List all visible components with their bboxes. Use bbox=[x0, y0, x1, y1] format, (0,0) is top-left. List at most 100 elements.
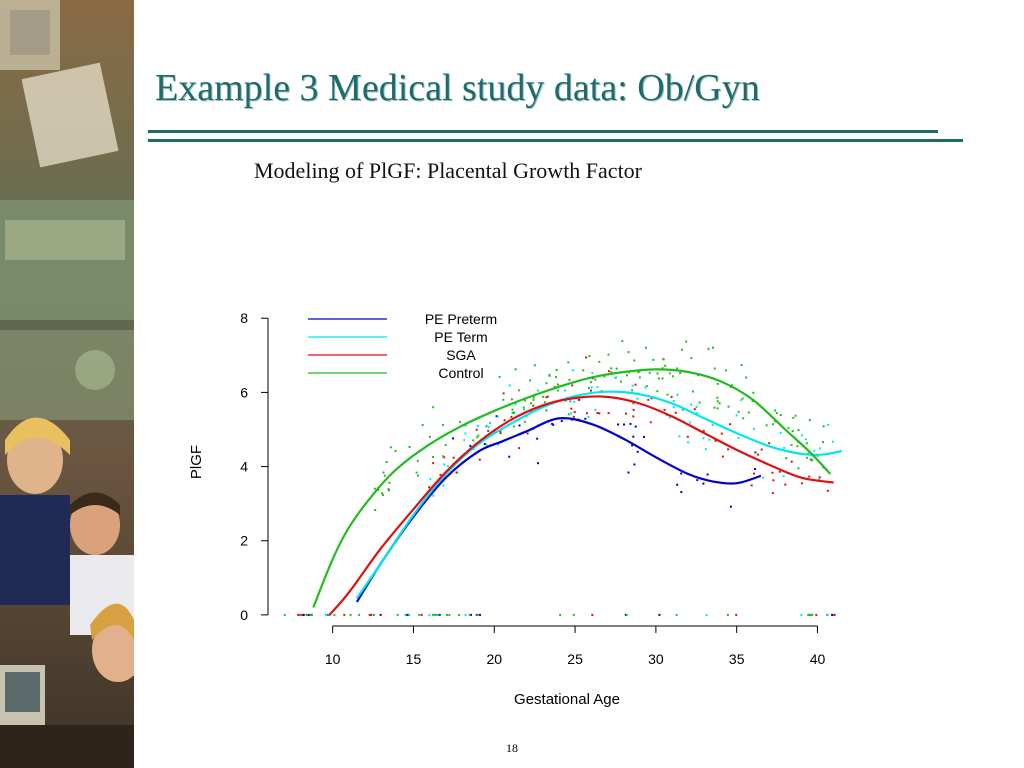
scatter-point bbox=[627, 351, 630, 354]
scatter-point bbox=[625, 613, 628, 616]
legend-label: SGA bbox=[446, 347, 476, 363]
scatter-point bbox=[676, 367, 679, 370]
scatter-point bbox=[754, 468, 757, 470]
scatter-point bbox=[707, 347, 710, 350]
scatter-point bbox=[438, 613, 441, 616]
scatter-point bbox=[594, 408, 597, 411]
scatter-point bbox=[594, 378, 597, 381]
scatter-point bbox=[632, 402, 635, 405]
scatter-point bbox=[530, 410, 533, 413]
scatter-point bbox=[588, 355, 591, 357]
scatter-point bbox=[302, 613, 305, 616]
scatter-point bbox=[373, 487, 376, 490]
scatter-point bbox=[478, 458, 481, 461]
scatter-point bbox=[649, 421, 652, 424]
scatter-point bbox=[551, 422, 554, 425]
scatter-point bbox=[307, 613, 310, 616]
scatter-point bbox=[656, 390, 659, 393]
scatter-point bbox=[706, 473, 709, 476]
slide-title: Example 3 Medical study data: Ob/Gyn bbox=[155, 67, 760, 109]
x-axis-label: Gestational Age bbox=[514, 691, 620, 708]
scatter-point bbox=[760, 448, 763, 451]
scatter-point bbox=[713, 406, 716, 409]
scatter-point bbox=[591, 372, 594, 374]
scatter-point bbox=[432, 494, 435, 497]
scatter-point bbox=[678, 435, 681, 438]
scatter-point bbox=[418, 613, 421, 616]
scatter-point bbox=[508, 384, 511, 387]
scatter-point bbox=[518, 389, 520, 392]
scatter-point bbox=[752, 391, 755, 394]
scatter-point bbox=[545, 382, 548, 385]
scatter-point bbox=[475, 428, 478, 431]
scatter-point bbox=[573, 400, 576, 403]
scatter-point bbox=[439, 473, 442, 476]
scatter-point bbox=[696, 412, 698, 415]
scatter-point bbox=[808, 475, 811, 478]
scatter-point bbox=[374, 509, 377, 511]
scatter-point bbox=[452, 456, 455, 459]
scatter-point bbox=[497, 443, 500, 446]
scatter-point bbox=[656, 372, 659, 375]
scatter-point bbox=[309, 613, 312, 616]
scatter-point bbox=[807, 613, 810, 616]
x-tick-label: 35 bbox=[729, 651, 745, 667]
scatter-point bbox=[633, 359, 636, 362]
scatter-point bbox=[598, 360, 601, 363]
y-tick-label: 6 bbox=[240, 384, 248, 400]
scatter-point bbox=[689, 421, 692, 424]
scatter-point bbox=[571, 369, 574, 372]
scatter-point bbox=[553, 385, 556, 388]
scatter-point bbox=[514, 368, 517, 371]
scatter-point bbox=[564, 389, 566, 392]
scatter-point bbox=[556, 389, 559, 392]
scatter-point bbox=[511, 408, 514, 411]
scatter-point bbox=[324, 613, 327, 616]
scatter-point bbox=[685, 340, 688, 343]
scatter-point bbox=[570, 407, 573, 410]
series-lines bbox=[312, 368, 843, 616]
scatter-point bbox=[650, 397, 653, 400]
scatter-point bbox=[729, 505, 732, 508]
scatter-point bbox=[637, 371, 640, 374]
scatter-point bbox=[636, 397, 639, 400]
scatter-point bbox=[634, 383, 637, 386]
chart-legend: PE Preterm PE Term SGA Control bbox=[308, 311, 497, 381]
scatter-point bbox=[797, 467, 800, 470]
scatter-point bbox=[632, 435, 635, 438]
scatter-point bbox=[774, 409, 777, 412]
scatter-point bbox=[333, 613, 336, 616]
scatter-point bbox=[529, 379, 532, 382]
scatter-point bbox=[668, 372, 671, 375]
scatter-point bbox=[444, 444, 447, 447]
scatter-point bbox=[564, 400, 567, 402]
scatter-point bbox=[772, 423, 775, 426]
scatter-point bbox=[727, 405, 730, 408]
scatter-point bbox=[634, 425, 637, 428]
photo-collage-icon bbox=[0, 0, 134, 768]
scatter-point bbox=[702, 482, 705, 485]
scatter-point bbox=[753, 472, 755, 475]
scatter-point bbox=[477, 434, 480, 437]
scatter-point bbox=[811, 613, 814, 616]
scatter-point bbox=[417, 474, 419, 477]
scatter-point bbox=[385, 461, 388, 463]
scatter-point bbox=[705, 613, 708, 616]
slide-subtitle: Modeling of PlGF: Placental Growth Facto… bbox=[254, 158, 643, 183]
scatter-point bbox=[396, 613, 399, 616]
scatter-point bbox=[572, 415, 575, 418]
scatter-point bbox=[771, 471, 774, 474]
x-tick-label: 20 bbox=[486, 651, 502, 667]
scatter-point bbox=[610, 367, 613, 370]
scatter-point bbox=[638, 376, 641, 379]
scatter-point bbox=[497, 415, 499, 418]
scatter-point bbox=[442, 484, 445, 487]
scatter-point bbox=[661, 377, 664, 380]
y-tick-label: 4 bbox=[240, 459, 248, 475]
scatter-point bbox=[712, 346, 714, 349]
scatter-point bbox=[443, 463, 446, 466]
scatter-point bbox=[560, 420, 563, 423]
scatter-point bbox=[813, 449, 816, 452]
scatter-point bbox=[510, 415, 513, 418]
scatter-point bbox=[645, 346, 647, 349]
